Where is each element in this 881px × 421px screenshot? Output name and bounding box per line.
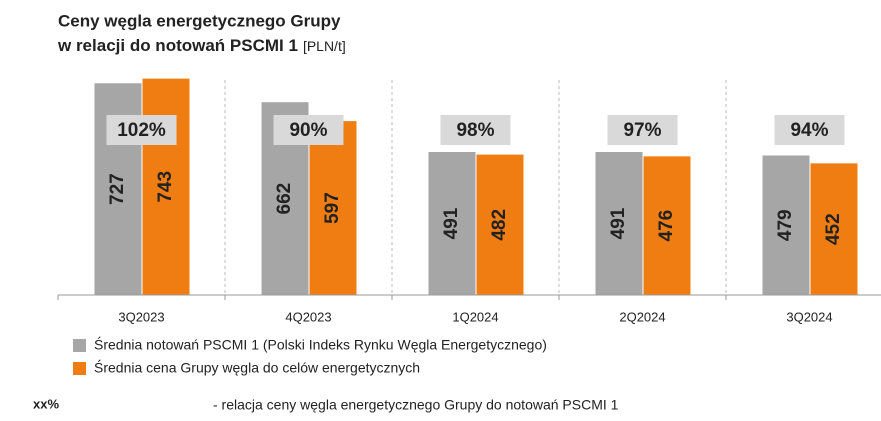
legend-label: Średnia cena Grupy węgla do celów energe… — [94, 359, 420, 376]
value-label: 479 — [775, 209, 796, 241]
value-label: 476 — [656, 210, 677, 242]
ratio-box — [273, 115, 344, 145]
annotation-key: xx% — [33, 396, 59, 411]
x-tick-label: 2Q2024 — [619, 309, 665, 324]
ratio-box — [440, 115, 511, 145]
value-label: 491 — [608, 207, 629, 239]
annotation-note: - relacja ceny węgla energetycznego Grup… — [213, 397, 619, 413]
legend-swatch — [73, 362, 86, 375]
value-label: 662 — [274, 183, 295, 215]
value-label: 482 — [489, 209, 510, 241]
ratio-label: 97% — [623, 120, 661, 141]
unit: [PLN/t] — [303, 38, 346, 54]
chart-title: Ceny węgla energetycznego Grupy — [58, 11, 341, 30]
x-tick-label: 1Q2024 — [452, 309, 498, 324]
bar — [643, 156, 691, 295]
legend-swatch — [73, 339, 86, 352]
value-label: 743 — [155, 171, 176, 203]
x-tick-label: 3Q2024 — [786, 309, 832, 324]
chart-title: w relacji do notowań PSCMI 1 [PLN/t] — [57, 36, 346, 55]
ratio-box — [607, 115, 678, 145]
value-label: 597 — [322, 192, 343, 224]
x-tick-label: 3Q2023 — [118, 309, 164, 324]
ratio-label: 94% — [790, 120, 828, 141]
value-label: 491 — [441, 207, 462, 239]
chart-title-line: w relacji do notowań PSCMI 1 — [57, 36, 298, 55]
ratio-label: 102% — [117, 120, 166, 141]
legend-label: Średnia notowań PSCMI 1 (Polski Indeks R… — [94, 336, 547, 353]
value-label: 727 — [107, 173, 128, 205]
bar — [810, 163, 858, 295]
bar — [309, 121, 357, 295]
ratio-box — [774, 115, 845, 145]
value-label: 452 — [823, 213, 844, 245]
ratio-label: 90% — [289, 120, 327, 141]
bar — [476, 154, 524, 295]
x-tick-label: 4Q2023 — [285, 309, 331, 324]
ratio-label: 98% — [456, 120, 494, 141]
bar — [428, 151, 476, 295]
ratio-box — [106, 115, 177, 145]
bar — [595, 151, 643, 295]
bar — [762, 155, 810, 295]
bar — [142, 78, 190, 295]
